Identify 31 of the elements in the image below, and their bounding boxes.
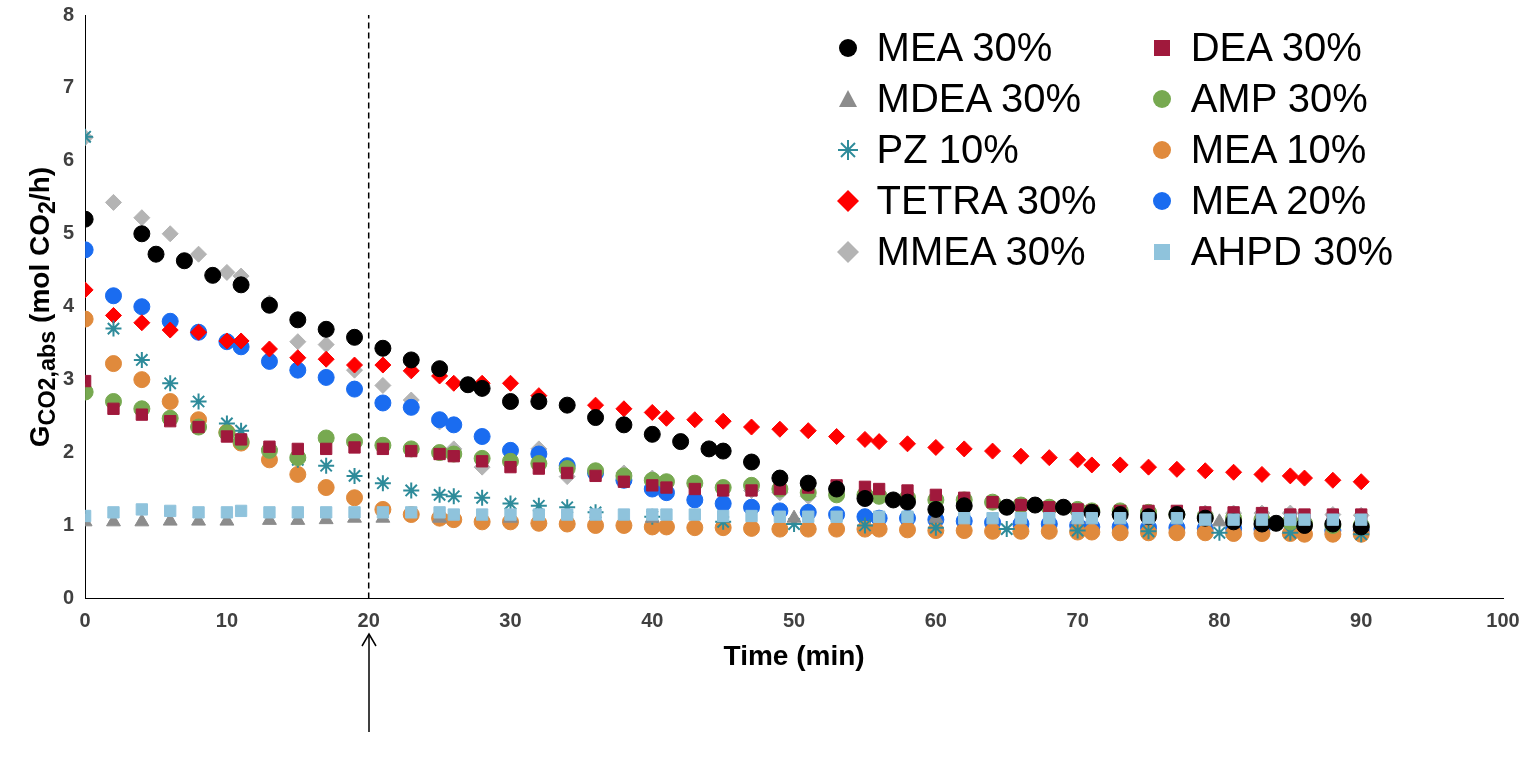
x-tick-label: 80 <box>1208 608 1231 631</box>
legend-label: AMP 30% <box>1190 76 1368 121</box>
x-tick-label: 70 <box>1066 608 1089 631</box>
legend-label: MEA 30% <box>876 25 1053 70</box>
y-tick-label: 6 <box>63 148 75 171</box>
x-tick-label: 50 <box>782 608 806 631</box>
y-tick-label: 2 <box>63 440 75 463</box>
y-tick-label: 4 <box>63 294 75 317</box>
x-tick-label: 60 <box>924 608 947 631</box>
legend-label: MEA 10% <box>1190 127 1367 172</box>
x-tick-label: 40 <box>641 608 664 631</box>
legend-label: AHPD 30% <box>1190 229 1393 274</box>
legend-label: TETRA 30% <box>876 178 1097 223</box>
y-tick-label: 7 <box>63 75 75 98</box>
legend-label: MDEA 30% <box>876 76 1082 121</box>
y-tick-label: 8 <box>63 2 75 25</box>
y-tick-label: 0 <box>63 585 75 608</box>
y-tick-label: 1 <box>63 512 75 535</box>
x-tick-label: 20 <box>357 608 380 631</box>
x-tick-label: 100 <box>1486 608 1520 631</box>
x-tick-label: 90 <box>1350 608 1373 631</box>
legend-label: MMEA 30% <box>876 229 1086 274</box>
x-tick-label: 10 <box>215 608 239 631</box>
legend-label: PZ 10% <box>876 127 1019 172</box>
legend-label: DEA 30% <box>1190 25 1362 70</box>
y-tick-label: 5 <box>63 221 75 244</box>
x-tick-label: 0 <box>79 608 91 631</box>
legend-label: MEA 20% <box>1190 178 1367 223</box>
y-tick-label: 3 <box>63 367 75 390</box>
x-tick-label: 30 <box>499 608 522 631</box>
x-axis-title: Time (min) <box>723 639 865 671</box>
